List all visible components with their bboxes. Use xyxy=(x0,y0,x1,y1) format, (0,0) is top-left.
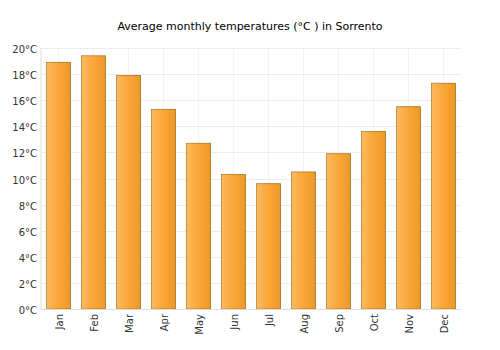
bar-shade xyxy=(117,75,141,309)
bar-shade xyxy=(187,143,211,309)
chart-container: Average monthly temperatures (°C ) in So… xyxy=(0,0,500,350)
y-tick-label: 2°C xyxy=(19,279,37,290)
bar xyxy=(432,83,456,309)
x-tick-label: Dec xyxy=(439,314,450,333)
y-tick-label: 14°C xyxy=(12,122,37,133)
x-tick-label: Aug xyxy=(299,314,310,334)
y-tick-label: 18°C xyxy=(12,70,37,81)
bar-shade xyxy=(432,83,456,309)
bar xyxy=(257,184,281,309)
bar xyxy=(82,56,106,309)
bar-shade xyxy=(397,107,421,309)
x-tick-label: Apr xyxy=(159,313,170,331)
bar xyxy=(222,175,246,309)
bar-shade xyxy=(257,184,281,309)
x-tick-label: Jan xyxy=(54,314,65,330)
x-axis-line xyxy=(41,309,461,310)
bar xyxy=(397,107,421,309)
bar xyxy=(292,172,316,309)
bar xyxy=(187,143,211,309)
bar xyxy=(327,154,351,309)
y-tick-label: 4°C xyxy=(19,253,37,264)
x-tick-label: Jul xyxy=(264,314,275,327)
bar xyxy=(117,75,141,309)
bar-shade xyxy=(327,154,351,309)
title: Average monthly temperatures (°C ) in So… xyxy=(117,20,382,33)
y-tick-label: 6°C xyxy=(19,227,37,238)
bar-shade xyxy=(222,175,246,309)
bar-shade xyxy=(152,109,176,309)
y-tick-label: 12°C xyxy=(12,148,37,159)
bars xyxy=(47,56,456,309)
y-tick-label: 0°C xyxy=(19,305,37,316)
x-tick-label: May xyxy=(194,314,205,335)
x-tick-label: Jun xyxy=(229,314,240,331)
bar-shade xyxy=(362,132,386,309)
grid-line xyxy=(41,48,461,49)
y-tick-label: 8°C xyxy=(19,201,37,212)
y-tick-label: 20°C xyxy=(12,44,37,55)
x-tick-label: Nov xyxy=(404,314,415,334)
y-tick-label: 16°C xyxy=(12,96,37,107)
y-axis-line xyxy=(41,48,42,309)
bar-shade xyxy=(292,172,316,309)
bar-shade xyxy=(82,56,106,309)
bar-shade xyxy=(47,62,71,309)
y-tick-label: 10°C xyxy=(12,175,37,186)
bar xyxy=(362,132,386,309)
grid-line xyxy=(41,309,461,310)
chart: Average monthly temperatures (°C ) in So… xyxy=(0,0,500,350)
bar xyxy=(152,109,176,309)
x-tick-label: Oct xyxy=(369,314,380,331)
x-tick-label: Sep xyxy=(334,314,345,333)
bar xyxy=(47,62,71,309)
x-tick-label: Mar xyxy=(124,313,135,333)
x-tick-label: Feb xyxy=(89,314,100,332)
